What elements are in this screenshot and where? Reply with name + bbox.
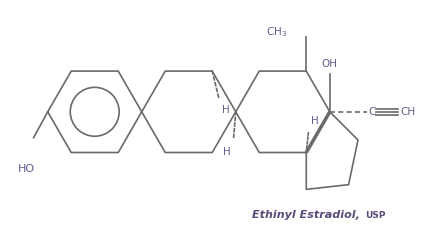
Text: HO: HO [18, 164, 35, 174]
Text: C: C [368, 107, 376, 117]
Text: Ethinyl Estradiol,: Ethinyl Estradiol, [252, 210, 360, 220]
Text: H: H [222, 105, 229, 115]
Text: USP: USP [365, 211, 386, 220]
Text: CH$_3$: CH$_3$ [266, 25, 288, 39]
Text: OH: OH [322, 58, 338, 69]
Text: CH: CH [401, 107, 415, 117]
Text: H: H [223, 147, 231, 157]
Text: H: H [311, 116, 319, 126]
